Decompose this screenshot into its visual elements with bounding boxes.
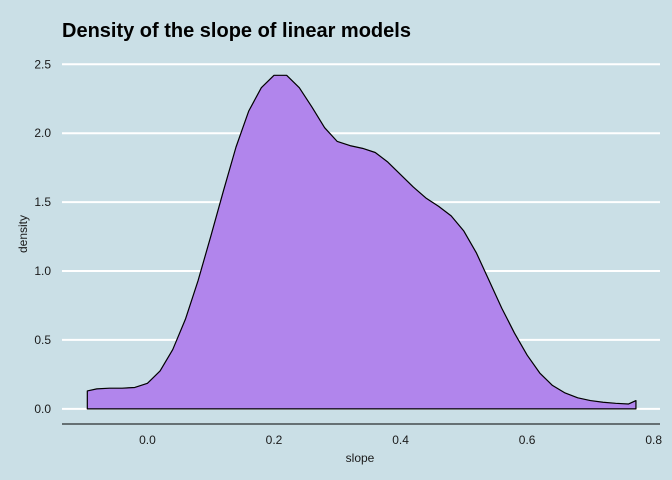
x-tick-label: 0.8	[645, 433, 662, 447]
x-tick-label: 0.0	[139, 433, 156, 447]
density-area-layer	[86, 74, 637, 410]
y-tick-label: 2.5	[34, 57, 51, 71]
x-axis-title: slope	[346, 451, 375, 465]
y-tick-label: 1.0	[34, 264, 51, 278]
y-tick-labels: 0.0 0.5 1.0 1.5 2.0 2.5	[34, 57, 51, 416]
y-axis-title: density	[16, 215, 30, 253]
x-tick-label: 0.4	[392, 433, 409, 447]
y-tick-label: 0.5	[34, 333, 51, 347]
density-area	[86, 74, 637, 410]
x-tick-label: 0.2	[266, 433, 283, 447]
chart-title: Density of the slope of linear models	[62, 20, 411, 42]
y-tick-label: 0.0	[34, 402, 51, 416]
y-tick-label: 1.5	[34, 195, 51, 209]
y-tick-label: 2.0	[34, 126, 51, 140]
x-tick-label: 0.6	[519, 433, 536, 447]
x-tick-labels: 0.0 0.2 0.4 0.6 0.8	[139, 433, 662, 447]
